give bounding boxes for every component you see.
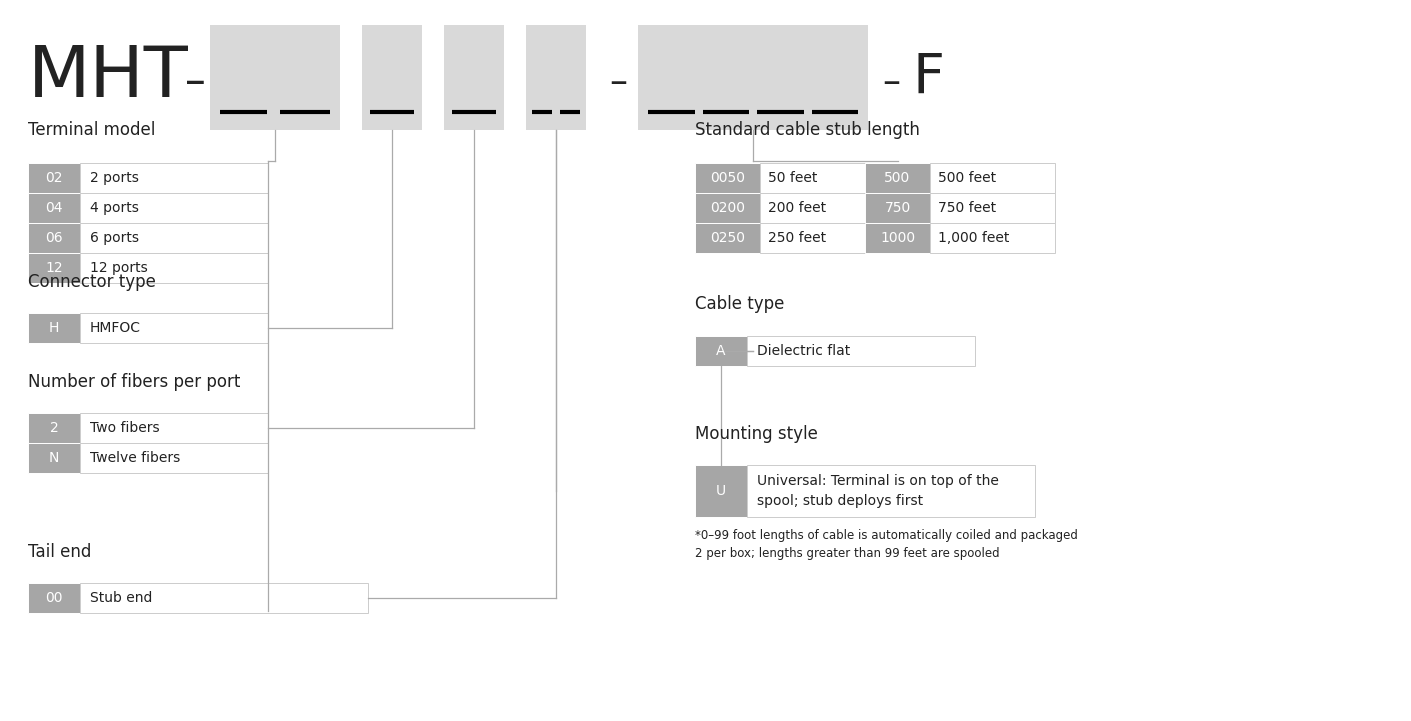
Text: Twelve fibers: Twelve fibers — [90, 451, 181, 465]
Text: Mounting style: Mounting style — [696, 425, 818, 443]
Text: 200 feet: 200 feet — [768, 201, 825, 215]
Bar — [696, 163, 761, 193]
Text: Stub end: Stub end — [90, 591, 152, 605]
Bar — [363, 25, 422, 130]
Text: Standard cable stub length: Standard cable stub length — [696, 121, 920, 139]
Bar — [28, 163, 80, 193]
Bar — [746, 336, 975, 366]
Text: A: A — [717, 344, 725, 358]
Bar — [761, 163, 865, 193]
Text: 1000: 1000 — [880, 231, 916, 245]
Bar — [28, 313, 80, 343]
Text: 04: 04 — [45, 201, 62, 215]
Bar — [746, 465, 1036, 517]
Bar — [696, 336, 746, 366]
Text: –: – — [882, 66, 900, 99]
Bar — [696, 193, 761, 223]
Bar — [526, 25, 586, 130]
Text: 50 feet: 50 feet — [768, 171, 817, 185]
Text: Number of fibers per port: Number of fibers per port — [28, 373, 240, 391]
Text: *0–99 foot lengths of cable is automatically coiled and packaged
2 per box; leng: *0–99 foot lengths of cable is automatic… — [696, 529, 1078, 560]
Bar — [28, 223, 80, 253]
Bar — [28, 413, 80, 443]
Text: Tail end: Tail end — [28, 543, 92, 561]
Bar — [865, 193, 930, 223]
Bar — [80, 583, 368, 613]
Bar — [930, 193, 1055, 223]
Text: 1,000 feet: 1,000 feet — [938, 231, 1009, 245]
Bar — [28, 193, 80, 223]
Text: –: – — [185, 61, 206, 104]
Bar — [80, 253, 268, 283]
Text: 500 feet: 500 feet — [938, 171, 996, 185]
Bar — [696, 465, 746, 517]
Text: 12: 12 — [45, 261, 63, 275]
Text: N: N — [49, 451, 59, 465]
Text: HMFOC: HMFOC — [90, 321, 141, 335]
Bar — [210, 25, 340, 130]
Text: 0200: 0200 — [710, 201, 745, 215]
Text: 6 ports: 6 ports — [90, 231, 140, 245]
Text: 500: 500 — [885, 171, 910, 185]
Bar — [80, 413, 268, 443]
Bar — [80, 223, 268, 253]
Text: Terminal model: Terminal model — [28, 121, 155, 139]
Bar — [80, 193, 268, 223]
Text: 2: 2 — [49, 421, 58, 435]
Text: 2 ports: 2 ports — [90, 171, 138, 185]
Text: MHT: MHT — [28, 43, 189, 112]
Text: Dielectric flat: Dielectric flat — [756, 344, 851, 358]
Bar — [930, 163, 1055, 193]
Text: 4 ports: 4 ports — [90, 201, 138, 215]
Text: 02: 02 — [45, 171, 62, 185]
Text: –: – — [610, 66, 626, 99]
Text: Universal: Terminal is on top of the
spool; stub deploys first: Universal: Terminal is on top of the spo… — [756, 474, 999, 508]
Bar — [638, 25, 868, 130]
Text: 250 feet: 250 feet — [768, 231, 825, 245]
Bar — [28, 253, 80, 283]
Text: Two fibers: Two fibers — [90, 421, 159, 435]
Bar — [930, 223, 1055, 253]
Text: H: H — [49, 321, 59, 335]
Text: 750 feet: 750 feet — [938, 201, 996, 215]
Bar — [696, 223, 761, 253]
Text: U: U — [715, 484, 727, 498]
Text: 12 ports: 12 ports — [90, 261, 148, 275]
Bar — [761, 193, 865, 223]
Text: 0250: 0250 — [710, 231, 745, 245]
Text: 06: 06 — [45, 231, 63, 245]
Bar — [80, 163, 268, 193]
Text: 0050: 0050 — [710, 171, 745, 185]
Text: 00: 00 — [45, 591, 62, 605]
Bar — [80, 313, 268, 343]
Text: F: F — [912, 50, 944, 105]
Bar — [444, 25, 504, 130]
Bar — [761, 223, 865, 253]
Bar — [28, 583, 80, 613]
Bar — [865, 163, 930, 193]
Text: 750: 750 — [885, 201, 910, 215]
Text: Cable type: Cable type — [696, 295, 785, 313]
Text: Connector type: Connector type — [28, 273, 155, 291]
Bar — [865, 223, 930, 253]
Bar — [80, 443, 268, 473]
Bar — [28, 443, 80, 473]
